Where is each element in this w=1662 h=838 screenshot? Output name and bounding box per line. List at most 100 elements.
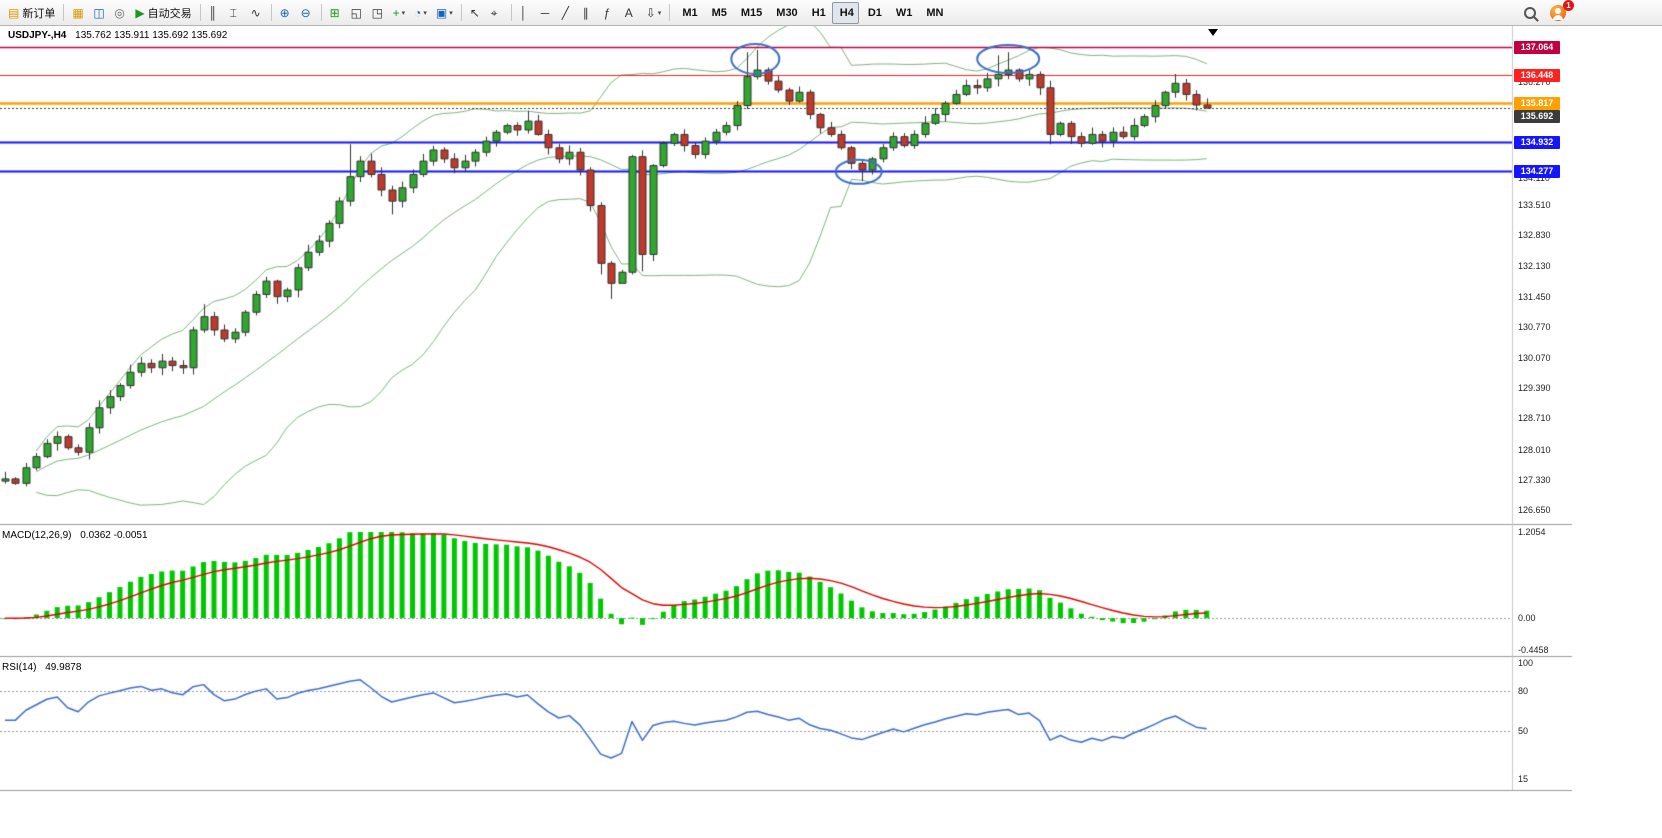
macd-values: 0.0362 -0.0051 [80, 530, 148, 541]
trendline-icon: ╱ [561, 5, 569, 20]
toolbar-separator [199, 4, 201, 21]
price-axis-label: 136.270 [1518, 77, 1551, 88]
charts-icon: ▦ [72, 5, 84, 20]
chevron-down-icon: ▾ [449, 9, 453, 17]
new-order-button[interactable]: ▤ 新订单 [4, 2, 59, 24]
toolbar-buttons: ▤ 新订单 ▦ ◫ ◎ ▶ 自动交易 ║ ⌶ ∿ [4, 0, 948, 25]
timeframe-h4-button[interactable]: H4 [831, 1, 859, 24]
line-chart-icon: ∿ [250, 5, 261, 20]
rsi-axis-label: 100 [1518, 658, 1534, 669]
arrows-button[interactable]: ⇩ ▾ [642, 2, 666, 24]
text-button[interactable]: A [621, 2, 641, 24]
chart-window: USDJPY-,H4 135.762 135.911 135.692 135.6… [0, 26, 1662, 838]
bar-chart-button[interactable]: ║ [205, 2, 225, 24]
macd-axis-label: 0.00 [1518, 613, 1536, 624]
profiles-button[interactable]: ◫ [89, 2, 109, 24]
tile-windows-button[interactable]: ◱ [347, 2, 367, 24]
cursor-button[interactable]: ↖ [466, 2, 486, 24]
new-chart-icon: ⊞ [329, 5, 340, 20]
new-chart-button[interactable]: ⊞ [326, 2, 346, 24]
toolbar-separator [510, 4, 512, 21]
periods-button[interactable]: ◔ ▾ [410, 2, 431, 24]
toolbar-button-label: M15 [740, 6, 763, 19]
text-icon: A [624, 5, 633, 20]
timeframe-m15-button[interactable]: M15 [733, 2, 767, 24]
price-axis-label: 131.450 [1518, 291, 1551, 302]
timeframe-d1-button[interactable]: D1 [860, 2, 887, 24]
price-chart-canvas[interactable] [0, 26, 1662, 838]
price-axis-badge: 136.448 [1514, 68, 1560, 82]
timeframe-m1-button[interactable]: M1 [674, 2, 702, 24]
price-axis-label: 130.770 [1518, 321, 1551, 332]
symbol-period-label: USDJPY-,H4 [8, 30, 67, 41]
indicators-button[interactable]: + ▾ [389, 2, 410, 24]
toolbar-separator [320, 4, 322, 21]
price-axis-label: 127.330 [1518, 474, 1551, 485]
account-icon [1550, 5, 1566, 21]
toolbar-right: 1 [1520, 0, 1574, 24]
horizontal-line-button[interactable]: ─ [537, 2, 557, 24]
macd-axis-label: 1.2054 [1518, 527, 1546, 537]
price-axis-badge: 135.817 [1514, 96, 1560, 110]
channel-button[interactable]: ∥ [579, 2, 599, 24]
toolbar-button-label: M5 [711, 6, 727, 19]
toolbar-separator [63, 4, 65, 21]
fibonacci-button[interactable]: ƒ [600, 2, 620, 24]
crosshair-button[interactable]: ⌖ [487, 2, 507, 24]
toolbar-separator [669, 4, 671, 21]
line-chart-button[interactable]: ∿ [247, 2, 267, 24]
vertical-line-icon: │ [519, 5, 528, 20]
fibonacci-icon: ƒ [603, 5, 611, 20]
timeframe-w1-button[interactable]: W1 [888, 2, 918, 24]
indicators-add-icon: + [392, 5, 400, 20]
timeframe-m5-button[interactable]: M5 [704, 2, 732, 24]
arrows-icon: ⇩ [645, 5, 656, 20]
search-button[interactable] [1520, 2, 1540, 24]
toolbar-button-label: 新订单 [22, 7, 56, 20]
timeframe-m30-button[interactable]: M30 [768, 2, 802, 24]
price-axis-label: 126.650 [1518, 505, 1551, 515]
zoom-out-icon: ⊖ [300, 5, 311, 20]
toolbar-button-label: M1 [682, 6, 698, 19]
price-axis-label: 133.510 [1518, 200, 1551, 211]
rsi-axis-label: 50 [1518, 726, 1529, 737]
chevron-down-icon: ▾ [401, 9, 406, 17]
rsi-value: 49.9878 [45, 662, 82, 673]
vertical-line-button[interactable]: │ [516, 2, 536, 24]
bar-chart-icon: ║ [208, 5, 218, 20]
autotrading-button[interactable]: ▶ 自动交易 [131, 2, 195, 24]
timeframe-h1-button[interactable]: H1 [804, 2, 831, 24]
account-button[interactable]: 1 [1546, 0, 1574, 24]
horizontal-line-icon: ─ [540, 5, 550, 20]
cascade-windows-icon: ◳ [371, 5, 383, 20]
toolbar-button-label: M30 [776, 6, 798, 19]
channel-icon: ∥ [582, 5, 589, 20]
macd-label: MACD(12,26,9) [2, 530, 72, 541]
autotrading-play-icon: ▶ [135, 5, 145, 20]
new-order-icon: ▤ [8, 5, 20, 20]
trendline-button[interactable]: ╱ [558, 2, 578, 24]
toolbar: ▤ 新订单 ▦ ◫ ◎ ▶ 自动交易 ║ ⌶ ∿ [0, 0, 1662, 26]
candlestick-button[interactable]: ⌶ [226, 2, 246, 24]
zoom-in-icon: ⊕ [279, 5, 290, 20]
toolbar-button-label: D1 [867, 6, 882, 19]
market-watch-button[interactable]: ◎ [110, 2, 130, 24]
tile-windows-icon: ◱ [350, 5, 362, 20]
charts-button[interactable]: ▦ [68, 2, 88, 24]
periods-icon: ◔ [414, 5, 422, 20]
zoom-out-button[interactable]: ⊖ [297, 2, 317, 24]
templates-button[interactable]: ▣ ▾ [432, 2, 457, 24]
zoom-in-button[interactable]: ⊕ [276, 2, 296, 24]
price-axis-badge: 137.064 [1514, 41, 1560, 55]
rsi-label: RSI(14) [2, 662, 37, 673]
toolbar-button-label: H4 [839, 6, 854, 19]
toolbar-button-label: 自动交易 [147, 7, 192, 20]
price-axis-label: 129.390 [1518, 383, 1551, 394]
timeframe-mn-button[interactable]: MN [918, 2, 948, 24]
price-axis-label: 128.710 [1518, 413, 1551, 424]
price-axis-label: 132.130 [1518, 261, 1551, 272]
macd-indicator-title: MACD(12,26,9) 0.0362 -0.0051 [2, 530, 148, 541]
cascade-windows-button[interactable]: ◳ [368, 2, 388, 24]
toolbar-separator [270, 4, 272, 21]
rsi-axis-label: 15 [1518, 773, 1529, 784]
